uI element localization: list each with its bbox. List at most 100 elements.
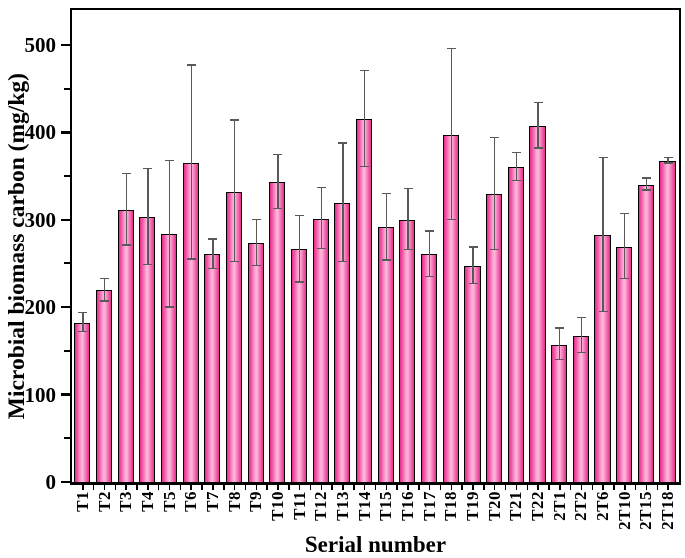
x-minor-tick	[439, 485, 442, 490]
y-axis-title-wrap: Microbial biomass carbon (mg/kg)	[1, 8, 33, 485]
x-tick-label: T2	[95, 491, 115, 512]
bar	[247, 243, 264, 482]
error-bar-cap-top	[338, 142, 348, 144]
error-bar-cap-top	[620, 212, 630, 215]
x-tick-label: T9	[246, 491, 266, 512]
x-minor-tick	[667, 485, 669, 490]
y-major-tick	[61, 305, 70, 309]
x-minor-tick	[559, 485, 561, 490]
error-bar-cap-top	[208, 238, 218, 240]
error-bar-cap-bottom	[273, 207, 283, 210]
x-tick-label-text: 2T6	[593, 491, 613, 521]
x-tick-label: T14	[355, 491, 375, 521]
error-bar-cap-top	[165, 159, 175, 162]
error-bar-line	[515, 152, 518, 181]
bar	[659, 160, 676, 482]
x-tick-label-text: T3	[116, 491, 136, 512]
x-minor-tick	[504, 485, 507, 490]
error-bar-line	[494, 137, 496, 250]
x-tick-label-text: 2T2	[571, 491, 591, 521]
bar	[290, 249, 308, 482]
bar	[95, 290, 112, 482]
error-bar-cap-bottom	[316, 247, 326, 250]
error-bar-line	[255, 219, 257, 266]
x-tick-label: T18	[441, 491, 461, 521]
error-bar-cap-top	[598, 157, 608, 159]
x-minor-tick	[92, 485, 95, 490]
error-bar-line	[277, 154, 279, 209]
x-tick-label: T22	[528, 491, 548, 521]
error-bar-cap-bottom	[208, 268, 218, 270]
x-axis-title: Serial number	[304, 532, 447, 557]
y-major-tick	[61, 218, 70, 222]
x-minor-tick	[298, 485, 301, 490]
x-minor-tick	[157, 485, 160, 490]
error-bar-cap-bottom	[511, 179, 521, 182]
bar	[204, 254, 221, 482]
bar	[355, 119, 373, 482]
x-tick-label-text: T9	[246, 491, 266, 512]
error-bar-cap-top	[78, 311, 88, 314]
error-bar-cap-bottom	[533, 147, 543, 149]
x-tick-label-text: 2T1	[549, 491, 569, 521]
error-bar-line	[472, 246, 474, 284]
bar	[74, 322, 91, 482]
x-minor-tick	[591, 485, 594, 490]
x-tick-label-text: T14	[354, 491, 374, 521]
x-tick-label: T7	[203, 491, 223, 512]
bar	[269, 181, 286, 482]
error-bar-cap-top	[251, 219, 261, 221]
bar	[637, 184, 654, 482]
x-tick-label-text: T1	[72, 491, 92, 512]
error-bar-cap-bottom	[143, 263, 153, 266]
x-minor-tick	[656, 485, 659, 490]
x-tick-label-text: T4	[137, 491, 157, 512]
error-bar-cap-top	[316, 186, 326, 189]
y-minor-tick	[64, 262, 70, 265]
y-minor-tick	[64, 437, 70, 440]
y-tick-label: 200	[24, 295, 57, 320]
error-bar-cap-bottom	[446, 219, 456, 221]
error-bar-cap-bottom	[620, 277, 630, 280]
x-minor-tick	[233, 485, 236, 490]
x-tick-label: T11	[290, 491, 310, 520]
error-bar-cap-top	[121, 172, 131, 175]
error-bar-line	[233, 120, 236, 262]
error-bar-cap-top	[360, 69, 370, 71]
error-bar-cap-bottom	[186, 258, 196, 260]
x-minor-tick	[374, 485, 377, 490]
x-minor-tick	[624, 485, 626, 490]
x-minor-tick	[569, 485, 572, 490]
x-minor-tick	[168, 485, 171, 490]
x-tick-label: 2T1	[550, 491, 570, 521]
x-minor-tick	[613, 485, 615, 490]
x-minor-tick	[493, 485, 496, 490]
x-tick-label: T19	[463, 491, 483, 521]
x-minor-tick	[353, 485, 355, 490]
x-minor-tick	[244, 485, 247, 490]
error-bar-cap-top	[186, 64, 196, 66]
error-bar-cap-bottom	[360, 165, 370, 168]
error-bar-cap-top	[143, 167, 153, 169]
x-minor-tick	[645, 485, 648, 490]
x-minor-tick	[147, 485, 149, 490]
x-tick-label: T21	[506, 491, 526, 521]
x-tick-label-text: T5	[159, 491, 179, 512]
x-minor-tick	[320, 485, 323, 490]
error-bar-cap-top	[446, 47, 456, 50]
x-minor-tick	[428, 485, 431, 490]
x-tick-label: T8	[225, 491, 245, 512]
x-tick-label: T1	[73, 491, 93, 512]
x-tick-label-text: T13	[332, 491, 352, 521]
error-bar-line	[190, 65, 192, 260]
error-bar-cap-bottom	[230, 261, 240, 263]
x-minor-tick	[602, 485, 604, 490]
x-minor-tick	[634, 485, 637, 490]
error-bar-cap-top	[663, 157, 673, 159]
error-bar-cap-bottom	[165, 306, 175, 308]
x-minor-tick	[114, 485, 117, 490]
x-minor-tick	[309, 485, 312, 490]
error-bar-cap-bottom	[381, 259, 391, 261]
error-bar-cap-top	[533, 101, 543, 104]
